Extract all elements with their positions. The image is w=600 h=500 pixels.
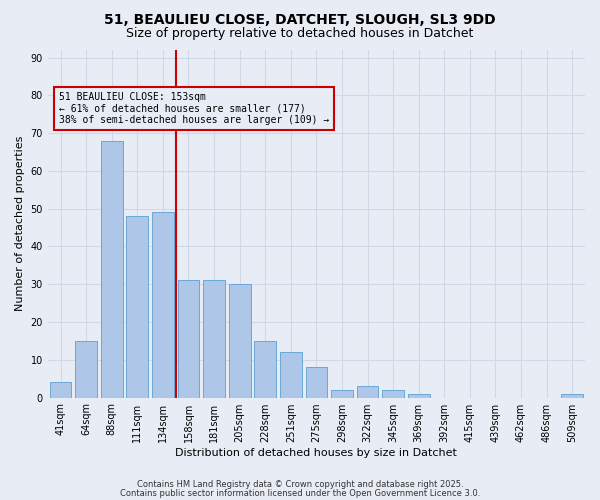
Bar (127, 216, 148, 398)
Text: 51, BEAULIEU CLOSE, DATCHET, SLOUGH, SL3 9DD: 51, BEAULIEU CLOSE, DATCHET, SLOUGH, SL3… (104, 12, 496, 26)
Bar (562, 394, 583, 398)
Text: 51 BEAULIEU CLOSE: 153sqm
← 61% of detached houses are smaller (177)
38% of semi: 51 BEAULIEU CLOSE: 153sqm ← 61% of detac… (59, 92, 329, 125)
Bar (229, 284, 251, 398)
Bar (178, 280, 199, 398)
Y-axis label: Number of detached properties: Number of detached properties (15, 136, 25, 312)
Bar (382, 390, 404, 398)
Bar (356, 386, 379, 398)
Bar (203, 280, 225, 398)
Bar (254, 341, 276, 398)
Bar (152, 212, 174, 398)
Text: Size of property relative to detached houses in Datchet: Size of property relative to detached ho… (127, 28, 473, 40)
Bar (50, 382, 71, 398)
Bar (331, 390, 353, 398)
Text: Contains public sector information licensed under the Open Government Licence 3.: Contains public sector information licen… (120, 490, 480, 498)
Bar (280, 352, 302, 398)
Bar (408, 394, 430, 398)
Bar (101, 140, 122, 398)
Text: Contains HM Land Registry data © Crown copyright and database right 2025.: Contains HM Land Registry data © Crown c… (137, 480, 463, 489)
Bar (305, 368, 327, 398)
X-axis label: Distribution of detached houses by size in Datchet: Distribution of detached houses by size … (175, 448, 457, 458)
Bar (75, 341, 97, 398)
